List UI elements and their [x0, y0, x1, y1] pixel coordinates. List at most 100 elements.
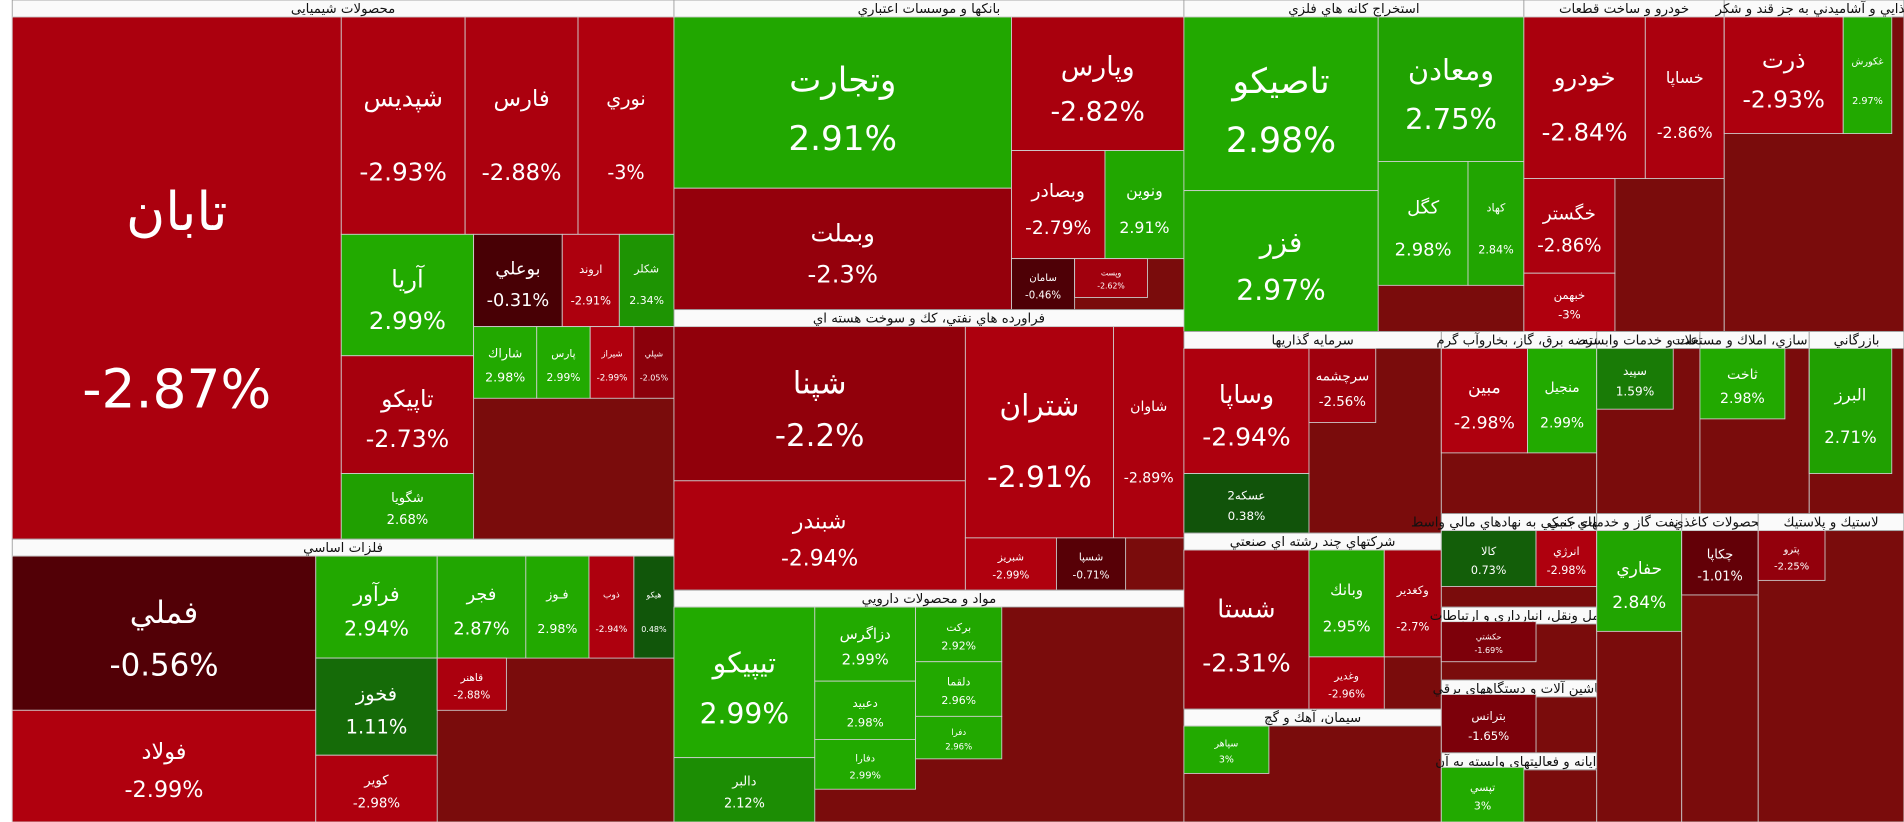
tile-value: -2.3%: [808, 260, 878, 289]
tile-value: -1.01%: [1697, 569, 1743, 584]
tile-label: حكشتي: [1476, 632, 1502, 641]
tile-label: وكغدير: [1396, 583, 1429, 598]
sector-title: فعاليتهاي كمكي به نهادهاي مالي واسط: [1411, 516, 1627, 531]
sector: خودرو و ساخت قطعات خودرو -2.84% خساپا -2.86%…: [1523, 0, 1725, 332]
tile: [964, 326, 1114, 539]
tile: [1377, 161, 1469, 286]
tile-label: وغدير: [1333, 671, 1359, 683]
sector: سيمان، آهك و گچ سپاهر 3%: [1183, 708, 1442, 822]
tile: [1535, 530, 1598, 587]
sector: غذايي و آشاميدني به جز قند و شكر ذرت -2.93…: [1715, 0, 1904, 332]
tile: [588, 555, 635, 659]
tile: [1113, 326, 1185, 539]
sector: لاستيك و پلاستيك پترو -2.25%: [1757, 513, 1904, 822]
tile-label: بركت: [946, 621, 971, 634]
tile-label: بوعلي: [495, 259, 540, 279]
tile-value: 2.99%: [700, 697, 789, 730]
tile-value: -0.56%: [109, 648, 218, 684]
tile: [964, 537, 1057, 591]
tile-label: دفرا: [951, 728, 966, 738]
tile-label: شاوان: [1130, 399, 1167, 415]
tile-value: -2.93%: [359, 157, 447, 186]
tile-value: 2.12%: [724, 796, 765, 811]
tile-label: ذوب: [603, 590, 620, 600]
tile-value: -2.88%: [482, 160, 562, 186]
tile-label: فزر: [1258, 226, 1303, 259]
tile-value: -2.93%: [1743, 86, 1825, 113]
tile-label: بترانس: [1471, 709, 1506, 724]
sector-title: مواد و محصولات دارويي: [862, 592, 997, 607]
tile-label: خگستر: [1542, 202, 1596, 224]
tile-value: -2.96%: [1328, 688, 1365, 700]
tile-label: سامان: [1029, 273, 1057, 284]
sector: مواد و محصولات دارويي تيپيكو 2.99% دالبر 2.1…: [673, 589, 1185, 822]
sector-title: لاستيك و پلاستيك: [1783, 516, 1878, 531]
tile-label: تپسي: [1470, 781, 1495, 794]
tile: [673, 757, 816, 822]
tile-label: شگويا: [391, 490, 424, 506]
tile-value: -2.84%: [1542, 117, 1628, 146]
tile-value: 2.99%: [369, 306, 446, 335]
tile-label: دفارا: [855, 753, 875, 764]
tile: [1183, 190, 1379, 332]
sector: عرضه برق، گاز، بخاروآب گرم مبين -2.98% منجي…: [1436, 331, 1602, 515]
tile: [633, 326, 675, 399]
tile-value: 2.91%: [1119, 218, 1169, 237]
tile-value: 2.98%: [1226, 121, 1336, 161]
tile: [814, 739, 916, 790]
tile-label: شبريز: [997, 552, 1024, 564]
tile-label: كالا: [1481, 545, 1497, 558]
tile-label: انرژي: [1553, 545, 1579, 558]
sector-title: فراورده هاي نفتي، كك و سوخت هسته اي: [813, 312, 1045, 327]
tile: [633, 555, 675, 659]
tile: [1074, 258, 1148, 298]
sector-title: بازرگاني: [1834, 333, 1880, 349]
tile: [315, 754, 438, 822]
tile-value: 2.87%: [453, 620, 509, 640]
tile-value: 2.98%: [1720, 391, 1765, 407]
tile: [315, 555, 438, 659]
tile-label: فرآور: [352, 581, 399, 606]
tile-value: 2.99%: [1540, 416, 1584, 432]
tile: [340, 233, 475, 357]
sector-title: استخراج كانه هاي فلزي: [1288, 2, 1419, 17]
tile-label: خودرو: [1553, 62, 1616, 91]
tile-value: 1.59%: [1616, 385, 1655, 399]
sector: استخراج كانه هاي فلزي تاصيكو 2.98% فزر 2.97%…: [1183, 0, 1525, 332]
tile-value: -0.31%: [487, 291, 550, 311]
tile-value: 2.99%: [547, 371, 581, 384]
tile-value: -3%: [607, 161, 644, 184]
tile: [1723, 16, 1844, 134]
tile: [814, 606, 916, 682]
tile: [436, 657, 507, 711]
tile-value: 2.96%: [945, 742, 972, 752]
tile-value: -2.73%: [366, 425, 449, 453]
tile-value: 0.38%: [1228, 509, 1266, 523]
tile-value: 0.48%: [641, 625, 667, 634]
tile: [1104, 150, 1185, 260]
tile-value: 2.94%: [344, 617, 409, 641]
tile-label: غكورش: [1851, 56, 1883, 67]
tile-label: شبندر: [792, 509, 847, 534]
tile-value: -2.94%: [781, 546, 858, 571]
tile-value: 2.98%: [537, 621, 577, 636]
tile-label: فجر: [466, 585, 497, 605]
tile: [1440, 530, 1537, 587]
tile-value: 2.95%: [1323, 617, 1371, 635]
sector: انبوه سازي، املاك و مستغلات ثاخت 2.98%: [1672, 331, 1837, 515]
tile: [1183, 473, 1310, 534]
sector-title: محصولات شیمیایی: [291, 2, 396, 17]
tile-label: ثاخت: [1727, 367, 1758, 383]
tile-label: آريا: [391, 264, 425, 293]
tile-label: سپيد: [1623, 364, 1647, 378]
tile-value: 2.71%: [1824, 428, 1876, 447]
tile-value: -3%: [1558, 308, 1581, 322]
tile-value: -2.82%: [1050, 97, 1144, 128]
tile-value: -1.69%: [1475, 646, 1504, 655]
tile-label: تابان: [126, 180, 228, 243]
sector-title: انبوه سازي، املاك و مستغلات: [1672, 334, 1837, 349]
tile-label: كهاد: [1487, 202, 1507, 215]
tile-label: دزاگرس: [840, 625, 891, 643]
tile-value: -0.46%: [1025, 290, 1061, 301]
tile: [673, 606, 816, 759]
